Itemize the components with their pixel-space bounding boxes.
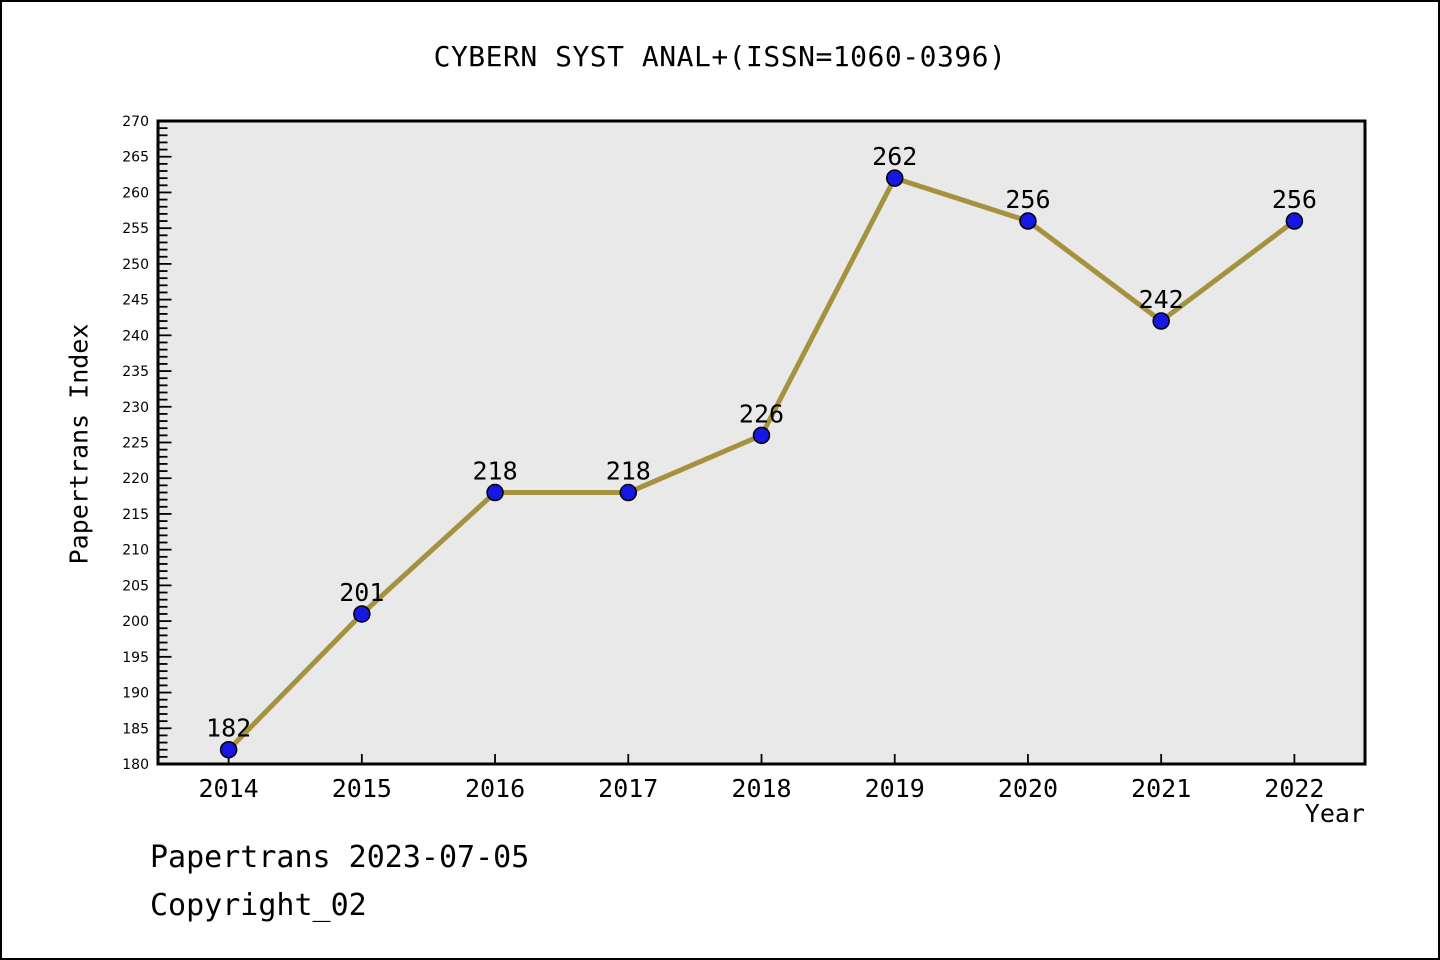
y-tick-label: 250 xyxy=(122,257,149,273)
data-point-label: 242 xyxy=(1139,285,1184,314)
data-point-label: 262 xyxy=(872,142,917,171)
y-tick-label: 215 xyxy=(122,507,149,523)
data-point xyxy=(1285,212,1304,230)
y-tick-label: 245 xyxy=(122,293,149,309)
data-point xyxy=(353,605,371,623)
y-tick-label: 260 xyxy=(122,185,149,201)
y-tick-label: 195 xyxy=(122,650,149,666)
data-point-label: 182 xyxy=(206,714,251,743)
y-tick-label: 180 xyxy=(122,757,149,773)
y-tick-label: 200 xyxy=(122,614,149,630)
data-point xyxy=(486,483,504,502)
y-tick-label: 235 xyxy=(122,364,149,380)
y-tick-label: 255 xyxy=(122,221,149,237)
data-point xyxy=(885,169,904,187)
x-tick-label: 2017 xyxy=(598,774,658,803)
data-point xyxy=(219,740,238,759)
y-tick-label: 270 xyxy=(122,114,149,130)
y-tick-label: 185 xyxy=(122,721,149,737)
x-tick-label: 2018 xyxy=(731,774,791,803)
data-point-label: 201 xyxy=(339,578,384,607)
data-point xyxy=(1019,212,1037,230)
data-point-label: 218 xyxy=(472,457,517,486)
chart-title: CYBERN SYST ANAL+(ISSN=1060-0396) xyxy=(433,40,1007,73)
x-tick-label: 2020 xyxy=(998,774,1058,803)
y-tick-label: 230 xyxy=(122,400,149,416)
y-tick-label: 205 xyxy=(122,578,149,594)
x-tick-label: 2021 xyxy=(1131,774,1191,803)
x-tick-label: 2022 xyxy=(1264,774,1324,803)
data-point xyxy=(752,426,771,445)
data-point-label: 218 xyxy=(606,457,651,486)
watermark-date: Papertrans 2023-07-05 xyxy=(150,840,530,875)
x-tick-label: 2019 xyxy=(865,774,925,803)
data-point-label: 256 xyxy=(1005,185,1050,214)
x-tick-label: 2015 xyxy=(332,774,392,803)
y-tick-label: 190 xyxy=(122,686,149,702)
y-tick-label: 225 xyxy=(122,436,149,452)
watermark-copyright: Copyright_02 xyxy=(150,888,367,923)
x-axis-label: Year xyxy=(1304,799,1365,828)
x-tick-label: 2014 xyxy=(198,774,258,803)
y-tick-label: 210 xyxy=(122,543,149,559)
plot-border xyxy=(156,119,1367,766)
y-tick-label: 220 xyxy=(122,471,149,487)
data-point-label: 256 xyxy=(1272,185,1317,214)
data-point xyxy=(619,483,638,502)
y-tick-label: 265 xyxy=(122,150,149,166)
data-point xyxy=(1152,312,1170,330)
y-tick-label: 240 xyxy=(122,328,149,344)
data-point-label: 226 xyxy=(739,399,784,428)
x-tick-label: 2016 xyxy=(465,774,525,803)
